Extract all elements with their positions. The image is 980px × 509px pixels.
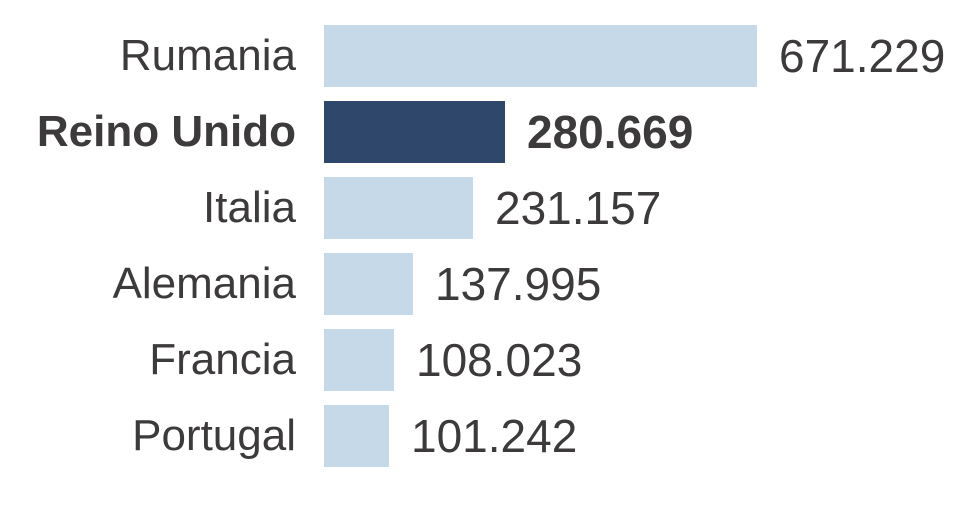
value-label: 231.157 — [495, 182, 662, 234]
category-label: Rumania — [119, 31, 296, 80]
category-label: Reino Unido — [36, 107, 296, 156]
value-label: 137.995 — [435, 258, 602, 310]
value-label: 671.229 — [779, 30, 946, 82]
bar — [324, 101, 505, 163]
category-label: Francia — [149, 335, 296, 384]
category-label: Portugal — [132, 411, 296, 460]
bar — [324, 329, 394, 391]
value-label: 108.023 — [416, 334, 583, 386]
bar — [324, 253, 413, 315]
category-label: Italia — [203, 183, 296, 232]
value-label: 280.669 — [527, 106, 694, 158]
category-label: Alemania — [112, 259, 296, 308]
bar — [324, 405, 389, 467]
bar — [324, 177, 473, 239]
bar — [324, 25, 757, 87]
value-label: 101.242 — [411, 410, 578, 462]
